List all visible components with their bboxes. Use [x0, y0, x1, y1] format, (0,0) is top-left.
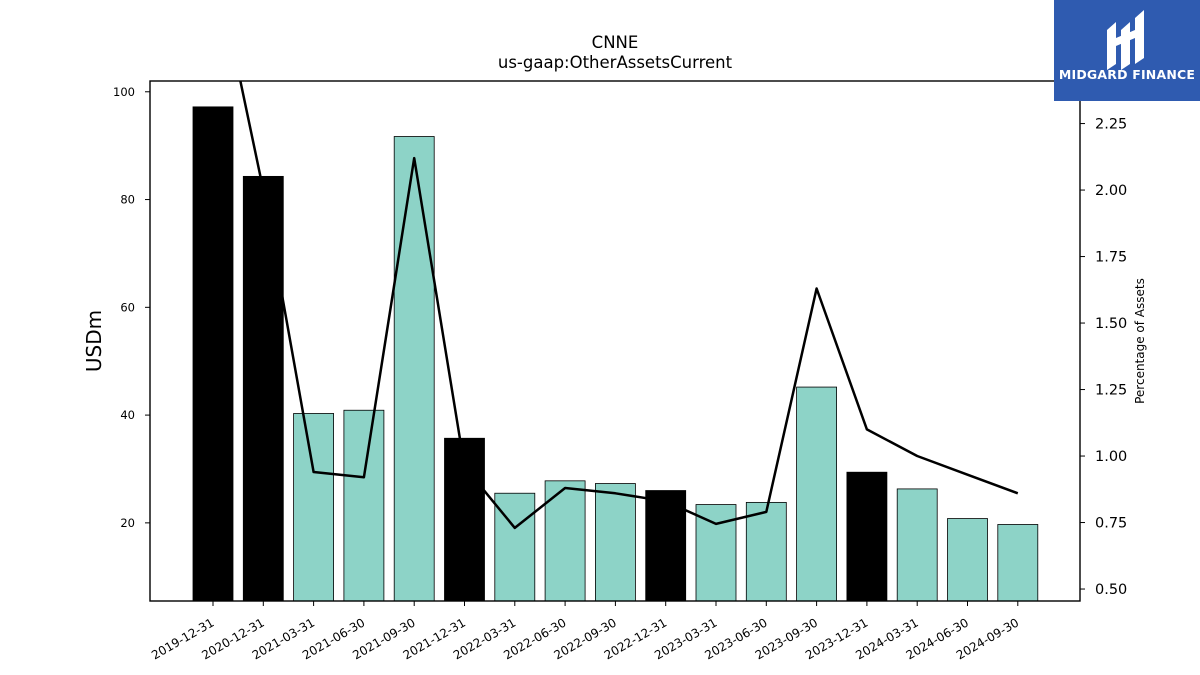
y2-axis-label: Percentage of Assets [1133, 278, 1147, 404]
bar-2022-12-31 [645, 490, 687, 602]
logo-text: MIDGARD FINANCE [1058, 67, 1196, 82]
bar-2022-06-30 [544, 480, 586, 602]
y2-tick-label: 0.50 [1095, 582, 1127, 598]
bar-2021-06-30 [343, 409, 385, 602]
y-tick-label: 80 [120, 193, 135, 207]
bar-2021-09-30 [393, 136, 435, 602]
bar-2023-09-30 [796, 386, 837, 602]
line-layer [239, 81, 1019, 530]
bar-2023-03-31 [695, 504, 737, 602]
y2-tick-label: 1.00 [1095, 449, 1127, 465]
bar-2023-12-31 [846, 471, 888, 602]
bar-2023-06-30 [745, 501, 787, 602]
y2-tick-label: 1.25 [1095, 383, 1127, 399]
y2-tick-label: 1.75 [1095, 250, 1127, 266]
y-tick-label: 20 [120, 516, 135, 530]
bar-2022-09-30 [595, 483, 636, 602]
chart-subtitle: us-gaap:OtherAssetsCurrent [498, 53, 733, 72]
y2-tick-label: 2.25 [1095, 117, 1127, 133]
bar-2024-03-31 [896, 488, 938, 602]
y-tick-label: 100 [113, 85, 135, 99]
axes-layer: 20 40 60 80 100 0.50 0.75 1.00 1.25 1.50 1.75 2.00 2… [113, 80, 1127, 662]
bars-layer [192, 106, 1039, 602]
chart-title: CNNE [592, 33, 639, 52]
percentage-line [239, 81, 1019, 530]
y-axis-label: USDm [82, 310, 106, 372]
y-tick-label: 60 [120, 300, 135, 314]
bar-2019-12-31 [192, 106, 234, 602]
bar-2021-03-31 [293, 413, 335, 602]
bar-2020-12-31 [242, 175, 284, 602]
y2-tick-label: 1.50 [1095, 316, 1127, 332]
y2-tick-label: 0.75 [1095, 516, 1127, 532]
y-tick-label: 40 [120, 408, 135, 422]
brand-logo: MIDGARD FINANCE [1054, 0, 1200, 101]
bar-2024-09-30 [997, 524, 1039, 602]
bar-2024-06-30 [947, 518, 988, 602]
y2-tick-label: 2.00 [1095, 183, 1127, 199]
logo-mark-icon [1107, 10, 1144, 70]
